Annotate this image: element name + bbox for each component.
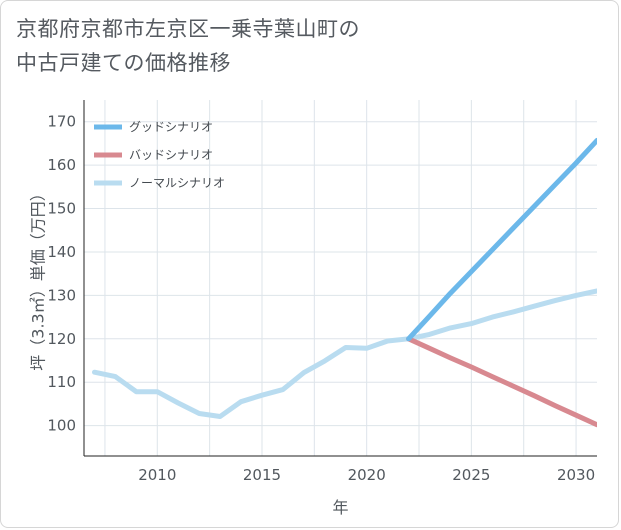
- y-tick-label: 170: [47, 113, 76, 131]
- y-tick-label: 130: [47, 286, 76, 304]
- chart-title-line-2: 中古戸建ての価格推移: [16, 51, 231, 75]
- series-line-0: [406, 137, 597, 342]
- x-tick-label: 2025: [452, 466, 490, 484]
- x-tick-label: 2020: [348, 466, 386, 484]
- x-tick-label: 2030: [557, 466, 595, 484]
- series-line-2: [92, 288, 597, 419]
- axes: 100 110 120 130 140 150 160 170 2010 2015 2020 2025…: [47, 100, 597, 484]
- x-tick-label: 2015: [243, 466, 281, 484]
- y-tick-label: 140: [47, 243, 76, 261]
- y-tick-label: 120: [47, 330, 76, 348]
- x-axis-label: 年: [332, 498, 348, 517]
- y-tick-label: 110: [47, 373, 76, 391]
- y-tick-label: 160: [47, 156, 76, 174]
- chart-title-line-1: 京都府京都市左京区一乗寺葉山町の: [16, 17, 360, 41]
- y-tick-label: 100: [47, 417, 76, 435]
- y-axis-label: 坪（3.3㎡）単価（万円）: [29, 185, 48, 370]
- legend-label: ノーマルシナリオ: [129, 176, 225, 190]
- series-line-1: [406, 336, 597, 428]
- grid: [84, 100, 597, 456]
- y-tick-label: 150: [47, 200, 76, 218]
- legend-label: グッドシナリオ: [129, 120, 213, 134]
- legend-label: バッドシナリオ: [129, 148, 213, 162]
- x-tick-label: 2010: [138, 466, 176, 484]
- chart-title: 京都府京都市左京区一乗寺葉山町の 中古戸建ての価格推移: [16, 12, 576, 80]
- series-lines: [92, 137, 597, 428]
